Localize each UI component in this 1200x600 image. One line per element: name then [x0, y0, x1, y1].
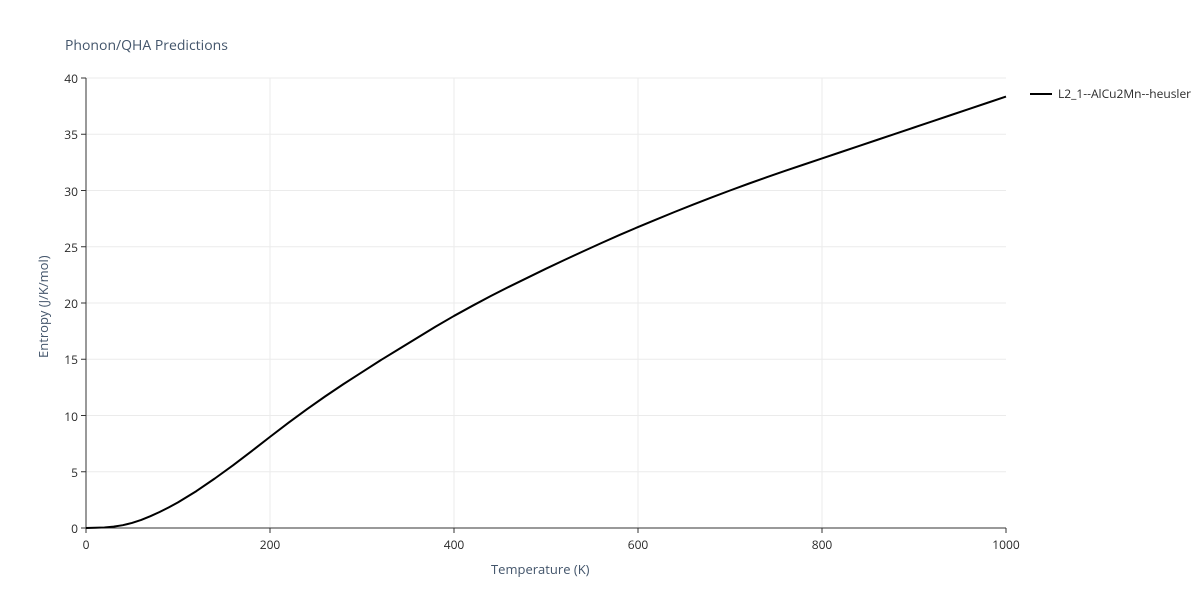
x-tick-label: 0 [66, 536, 106, 553]
chart-container: Phonon/QHA Predictions Temperature (K) E… [0, 0, 1200, 600]
series-line-0[interactable] [86, 97, 1006, 528]
y-tick-label: 25 [48, 239, 78, 256]
chart-title: Phonon/QHA Predictions [65, 36, 228, 55]
legend[interactable]: L2_1--AlCu2Mn--heusler [1030, 85, 1191, 102]
x-tick-label: 400 [434, 536, 474, 553]
x-tick-label: 200 [250, 536, 290, 553]
legend-label: L2_1--AlCu2Mn--heusler [1058, 85, 1191, 102]
y-tick-label: 15 [48, 351, 78, 368]
y-tick-label: 5 [48, 464, 78, 481]
x-axis-label: Temperature (K) [491, 560, 590, 578]
x-tick-label: 600 [618, 536, 658, 553]
y-tick-label: 0 [48, 520, 78, 537]
x-tick-label: 1000 [986, 536, 1026, 553]
y-tick-label: 30 [48, 183, 78, 200]
y-tick-label: 10 [48, 408, 78, 425]
legend-swatch [1030, 93, 1052, 95]
y-tick-label: 40 [48, 70, 78, 87]
y-tick-label: 20 [48, 295, 78, 312]
plot-area[interactable] [80, 77, 1007, 534]
x-tick-label: 800 [802, 536, 842, 553]
y-tick-label: 35 [48, 126, 78, 143]
